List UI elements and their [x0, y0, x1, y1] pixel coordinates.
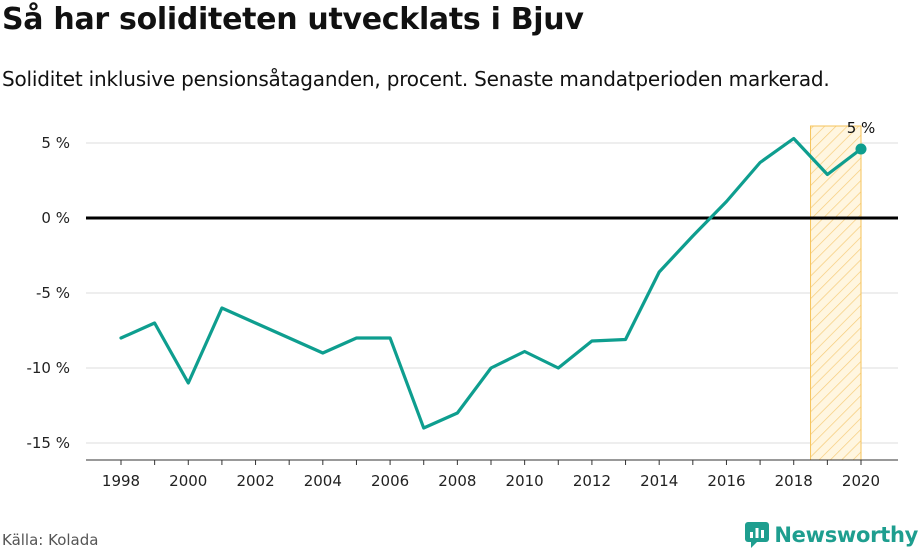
series-line [119, 136, 863, 430]
highlight-period [810, 125, 862, 461]
x-tick-label: 2006 [371, 472, 409, 490]
labels: 5 % 0 % -5 % -10 % -15 % 1998 2000 2002 2004 2006… [26, 119, 880, 490]
x-tick-label: 2010 [506, 472, 544, 490]
grid-lines [86, 142, 898, 444]
x-tick-label: 2020 [842, 472, 880, 490]
chart-title: Så har soliditeten utvecklats i Bjuv [2, 2, 584, 37]
last-value-marker [855, 143, 867, 155]
x-tick-label: 2002 [236, 472, 274, 490]
x-tick-label: 2008 [438, 472, 476, 490]
x-tick-label: 2004 [304, 472, 342, 490]
x-tick-label: 2016 [707, 472, 745, 490]
brand-logo: Newsworthy [745, 520, 918, 550]
x-tick-label: 2012 [573, 472, 611, 490]
x-tick-label: 2014 [640, 472, 678, 490]
brand-name: Newsworthy [774, 523, 918, 547]
x-tick-label: 2000 [169, 472, 207, 490]
highlight-period-band [810, 125, 862, 461]
y-tick-label: -5 % [36, 284, 70, 302]
series [119, 136, 867, 430]
axes [86, 216, 898, 465]
y-tick-label: -15 % [26, 434, 70, 452]
y-tick-label: 5 % [41, 134, 70, 152]
x-tick-label: 1998 [102, 472, 140, 490]
source-note: Källa: Kolada [2, 531, 99, 549]
chart-subtitle: Soliditet inklusive pensionsåtaganden, p… [2, 67, 830, 91]
newsworthy-logo-icon [745, 522, 770, 548]
y-tick-label: 0 % [41, 209, 70, 227]
y-tick-label: -10 % [26, 359, 70, 377]
last-value-label: 5 % [847, 119, 876, 137]
x-tick-label: 2018 [775, 472, 813, 490]
